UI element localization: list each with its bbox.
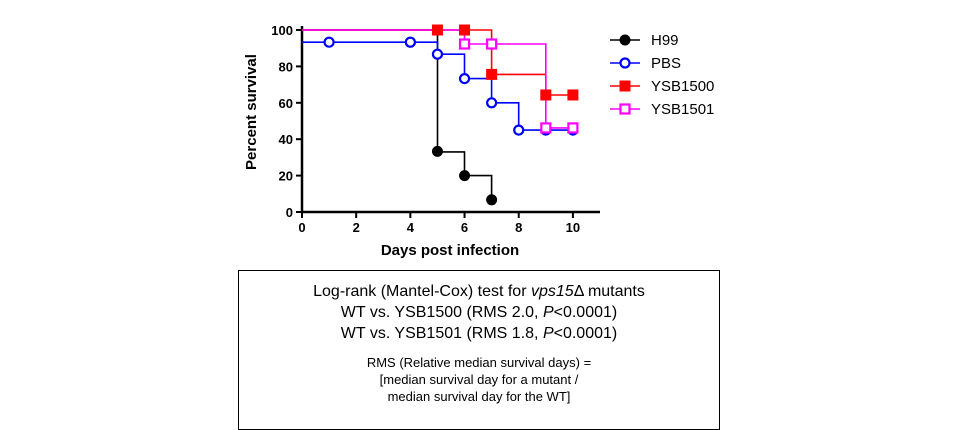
marker-pbs bbox=[431, 48, 444, 60]
x-tick-label: 2 bbox=[353, 220, 360, 235]
marker-pbs bbox=[513, 124, 525, 136]
legend: H99 PBS YSB1500 YSB1501 bbox=[610, 32, 714, 118]
legend-label-ysb1500: YSB1500 bbox=[651, 78, 714, 95]
y-axis-label: Percent survival bbox=[243, 54, 260, 170]
legend-label-h99: H99 bbox=[651, 32, 679, 49]
marker-pbs bbox=[404, 36, 416, 48]
x-tick-label: 10 bbox=[566, 220, 580, 235]
marker-h99 bbox=[486, 194, 498, 206]
x-axis-label: Days post infection bbox=[381, 242, 519, 259]
stats-comparison-ysb1500: WT vs. YSB1500 (RMS 2.0, P<0.0001) bbox=[340, 304, 618, 321]
marker-ysb1500 bbox=[567, 89, 579, 101]
marker-pbs bbox=[323, 36, 335, 48]
marker-h99 bbox=[459, 170, 471, 182]
marker-h99 bbox=[431, 145, 443, 157]
statistics-box: Log-rank (Mantel-Cox) test for vps15Δ mu… bbox=[238, 270, 720, 430]
legend-label-pbs: PBS bbox=[651, 55, 681, 72]
y-tick-label: 20 bbox=[279, 169, 293, 184]
y-tick-label: 0 bbox=[286, 205, 293, 220]
marker-ysb1501 bbox=[567, 122, 579, 134]
y-tick-label: 80 bbox=[279, 59, 293, 74]
marker-ysb1501 bbox=[458, 38, 471, 50]
stats-title: Log-rank (Mantel-Cox) test for vps15Δ mu… bbox=[313, 283, 645, 300]
legend-marker-h99 bbox=[619, 34, 631, 46]
marker-ysb1501 bbox=[486, 38, 498, 50]
rms-formula-denominator: median survival day for the WT] bbox=[387, 389, 571, 404]
marker-ysb1500 bbox=[540, 89, 552, 101]
legend-marker-ysb1501 bbox=[619, 103, 631, 115]
rms-formula-numerator: [median survival day for a mutant / bbox=[379, 372, 579, 387]
x-tick-label: 0 bbox=[298, 220, 305, 235]
marker-ysb1500 bbox=[459, 24, 471, 36]
y-tick-label: 60 bbox=[279, 96, 293, 111]
y-tick-label: 100 bbox=[271, 23, 293, 38]
legend-marker-pbs bbox=[619, 57, 631, 69]
x-tick-label: 4 bbox=[407, 220, 415, 235]
rms-definition: RMS (Relative median survival days) = bbox=[366, 355, 592, 370]
y-tick-label: 40 bbox=[279, 132, 293, 147]
legend-marker-ysb1500 bbox=[619, 80, 631, 92]
marker-ysb1501 bbox=[540, 122, 552, 134]
x-tick-label: 8 bbox=[515, 220, 522, 235]
marker-ysb1500 bbox=[486, 68, 498, 80]
marker-pbs bbox=[486, 97, 498, 109]
plot-markers bbox=[323, 24, 579, 206]
legend-label-ysb1501: YSB1501 bbox=[651, 101, 714, 118]
x-tick-label: 6 bbox=[461, 220, 468, 235]
stats-comparison-ysb1501: WT vs. YSB1501 (RMS 1.8, P<0.0001) bbox=[340, 325, 618, 342]
marker-pbs bbox=[458, 72, 471, 85]
marker-ysb1500 bbox=[431, 24, 443, 36]
